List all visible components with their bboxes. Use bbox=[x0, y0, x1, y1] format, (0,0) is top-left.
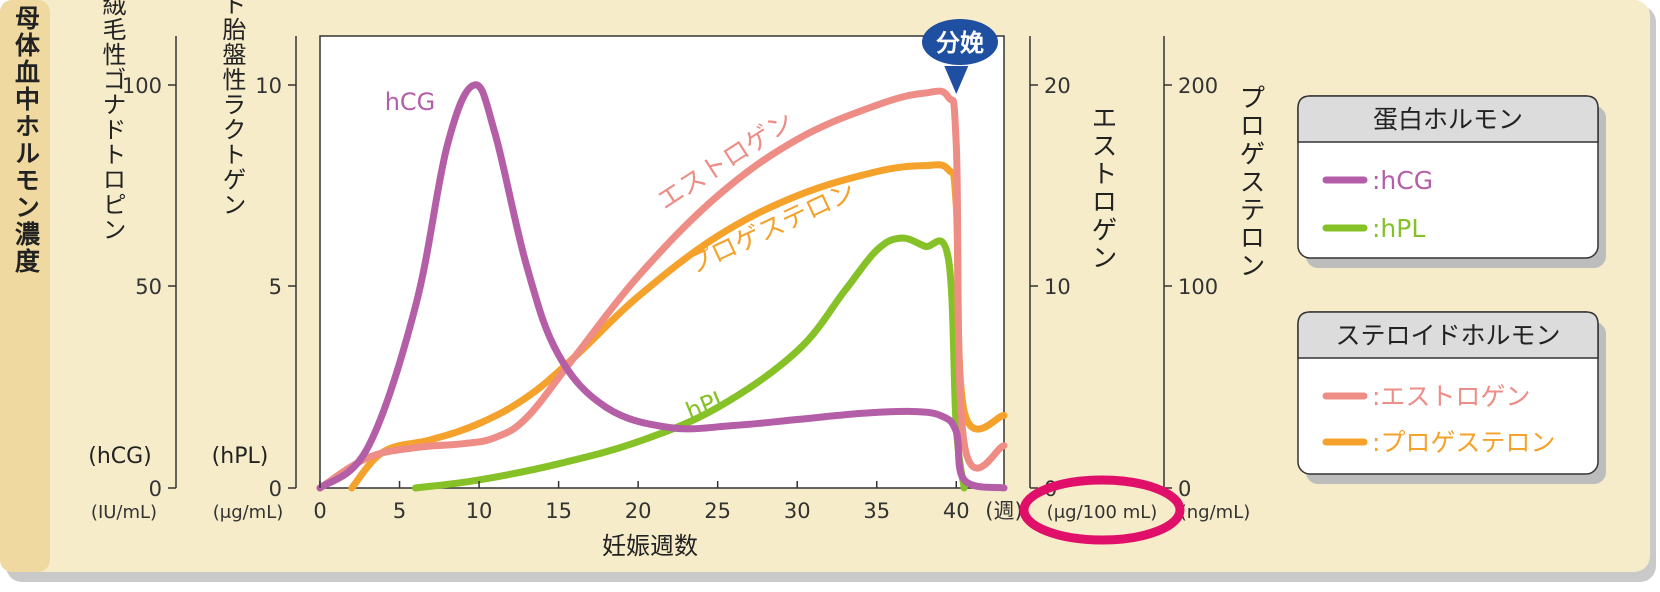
estrogen-axis: 20 10 0 エストロゲン (μg/100 mL) bbox=[1029, 36, 1158, 523]
x-tick-label: 30 bbox=[784, 499, 811, 523]
hcg-axis: 100 50 0 ヒト絨毛性ゴナドトロピン (hCG) (IU/mL) bbox=[88, 0, 177, 523]
progesterone-axis: 200 100 0 プロゲステロン (ng/mL) bbox=[1163, 36, 1265, 523]
legend-steroid: ステロイドホルモン :エストロゲン :プロゲステロン bbox=[1297, 311, 1606, 484]
hpl-tick-label: 5 bbox=[269, 275, 282, 299]
x-tick-label: 5 bbox=[393, 499, 406, 523]
progesterone-tick-label: 0 bbox=[1178, 477, 1191, 501]
x-axis-label: 妊娠週数 bbox=[602, 532, 698, 560]
x-tick-label: 40 bbox=[943, 499, 970, 523]
delivery-label: 分娩 bbox=[936, 29, 984, 57]
side-label: 母体血中ホルモン濃度 bbox=[12, 5, 41, 275]
hpl-tick-label: 0 bbox=[269, 477, 282, 501]
hpl-tick-label: 10 bbox=[255, 74, 282, 98]
legend-estrogen-label: :エストロゲン bbox=[1372, 382, 1530, 411]
estrogen-axis-label: エストロゲン bbox=[1087, 104, 1117, 272]
x-tick-label: 0 bbox=[313, 499, 326, 523]
progesterone-axis-unit: (ng/mL) bbox=[1180, 502, 1251, 523]
hcg-tick-label: 100 bbox=[122, 74, 162, 98]
side-label-strip bbox=[0, 0, 50, 572]
progesterone-tick-label: 200 bbox=[1178, 74, 1218, 98]
hcg-axis-label: ヒト絨毛性ゴナドトロピン bbox=[98, 0, 126, 242]
delivery-marker: 分娩 bbox=[922, 19, 998, 94]
x-axis: 0 5 10 15 20 25 30 35 40 bbox=[313, 481, 970, 523]
hcg-line bbox=[316, 81, 1008, 492]
estrogen-tick-label: 20 bbox=[1044, 74, 1071, 98]
delivery-badge bbox=[922, 19, 998, 65]
x-tick-label: 20 bbox=[625, 499, 652, 523]
legend-hcg-label: :hCG bbox=[1372, 166, 1433, 195]
x-axis-unit: (週) bbox=[985, 499, 1022, 523]
hpl-axis-label: ヒト胎盤性ラクトゲン bbox=[218, 0, 246, 217]
estrogen-axis-unit: (μg/100 mL) bbox=[1047, 502, 1158, 523]
legend-hpl-label: :hPL bbox=[1372, 214, 1425, 243]
progesterone-tick-label: 100 bbox=[1178, 275, 1218, 299]
hpl-axis-abbr: (hPL) bbox=[212, 444, 269, 469]
hpl-axis-unit: (μg/mL) bbox=[213, 502, 284, 523]
estrogen-line bbox=[316, 87, 1008, 492]
hcg-tick-label: 0 bbox=[149, 477, 162, 501]
hcg-curve-label: hCG bbox=[385, 88, 436, 116]
legend-protein: 蛋白ホルモン :hCG :hPL bbox=[1297, 95, 1606, 268]
hpl-axis: 10 5 0 ヒト胎盤性ラクトゲン (hPL) (μg/mL) bbox=[212, 0, 297, 523]
delivery-arrow-icon bbox=[944, 66, 969, 94]
hcg-axis-abbr: (hCG) bbox=[88, 444, 152, 469]
x-tick-label: 15 bbox=[545, 499, 572, 523]
hcg-axis-unit: (IU/mL) bbox=[91, 502, 157, 523]
legend-steroid-title: ステロイドホルモン bbox=[1335, 321, 1560, 350]
progesterone-axis-label: プロゲステロン bbox=[1235, 84, 1265, 280]
hpl-line bbox=[411, 234, 968, 492]
x-tick-label: 35 bbox=[863, 499, 890, 523]
x-tick-label: 25 bbox=[704, 499, 731, 523]
hcg-tick-label: 50 bbox=[135, 275, 162, 299]
legend-protein-title: 蛋白ホルモン bbox=[1373, 105, 1523, 134]
highlight-ellipse bbox=[1019, 475, 1185, 545]
legend-progesterone-label: :プロゲステロン bbox=[1372, 428, 1555, 457]
series-lines bbox=[316, 81, 1008, 492]
x-tick-label: 10 bbox=[466, 499, 493, 523]
estrogen-tick-label: 10 bbox=[1044, 275, 1071, 299]
